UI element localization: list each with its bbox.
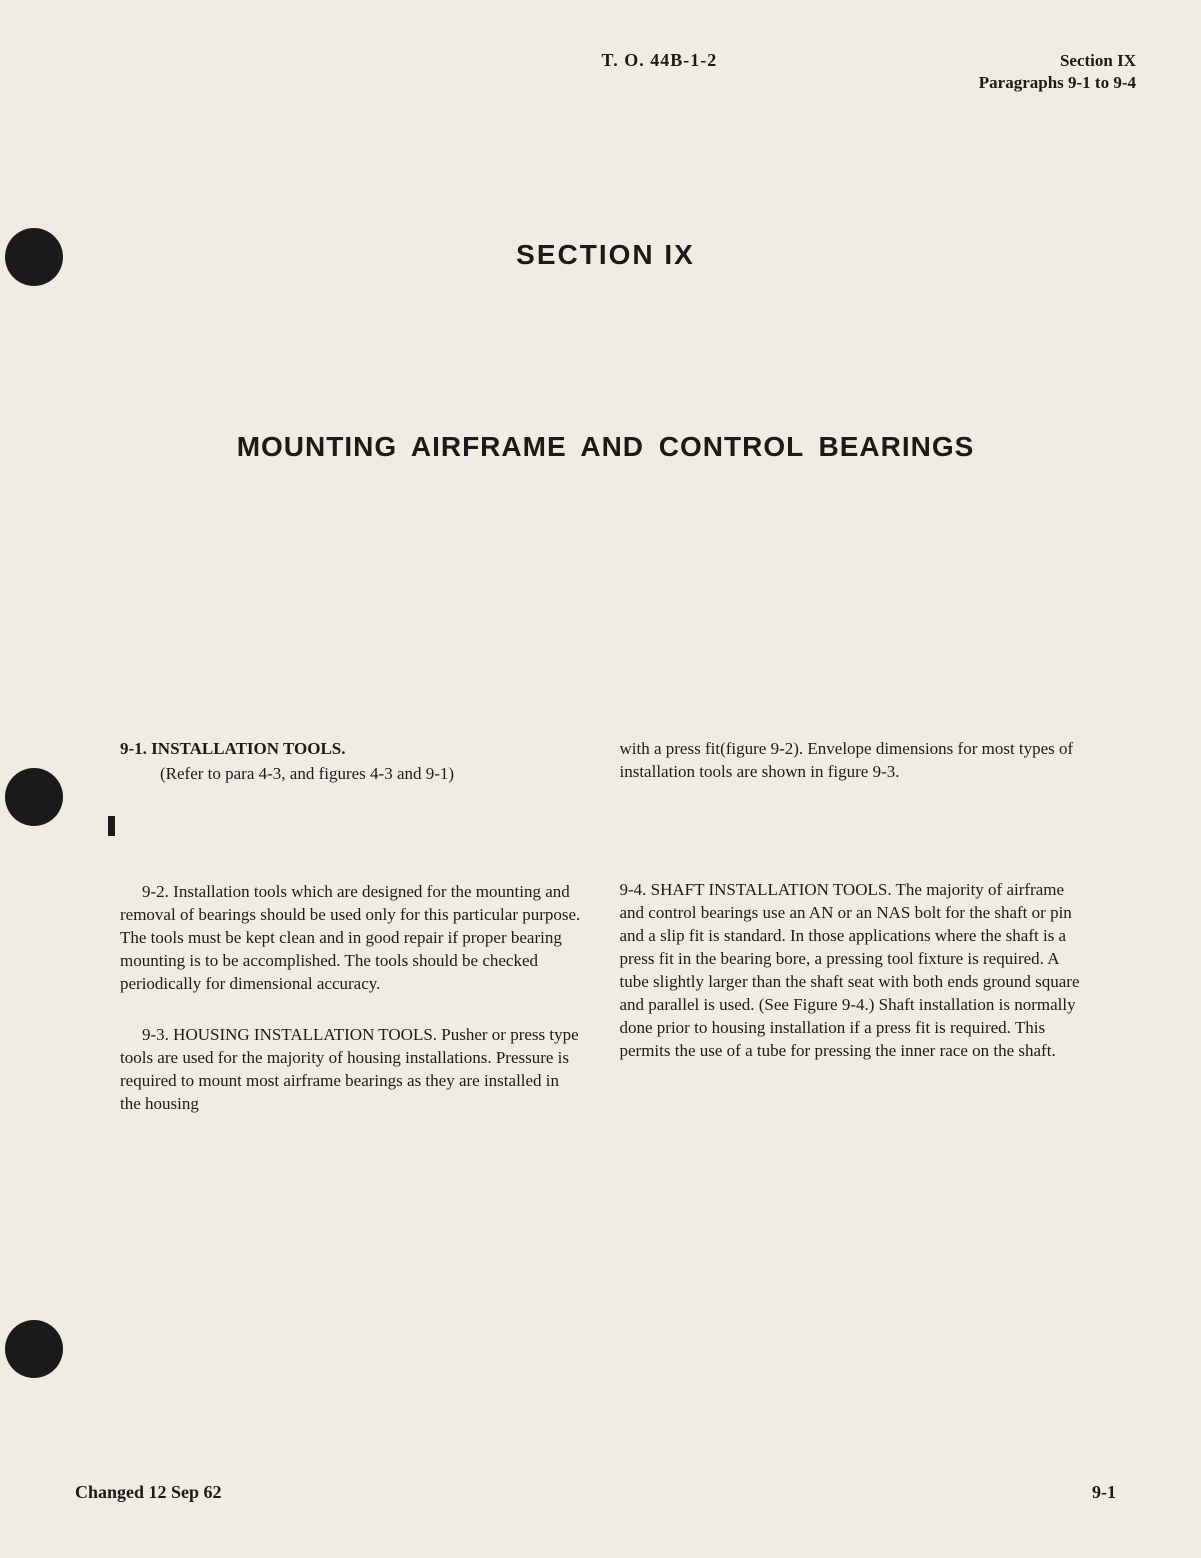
right-column: with a press fit(figure 9-2). Envelope d…	[620, 738, 1082, 1143]
paragraph-9-4: 9-4. SHAFT INSTALLATION TOOLS. The major…	[620, 879, 1082, 1063]
footer-change-date: Changed 12 Sep 62	[75, 1482, 222, 1503]
punch-hole-top	[5, 228, 63, 286]
left-column: 9-1. INSTALLATION TOOLS. (Refer to para …	[120, 738, 582, 1143]
section-number-heading: SECTION IX	[75, 239, 1136, 271]
document-page: T. O. 44B-1-2 Section IX Paragraphs 9-1 …	[0, 0, 1201, 1558]
para-9-1-reference: (Refer to para 4-3, and figures 4-3 and …	[120, 763, 582, 786]
change-bar	[108, 816, 115, 836]
header-section-line: Section IX	[979, 50, 1136, 72]
content-columns: 9-1. INSTALLATION TOOLS. (Refer to para …	[75, 738, 1136, 1143]
paragraph-9-1-heading: 9-1. INSTALLATION TOOLS.	[120, 738, 582, 761]
paragraph-9-3: 9-3. HOUSING INSTALLATION TOOLS. Pusher …	[120, 1024, 582, 1116]
punch-hole-middle	[5, 768, 63, 826]
paragraph-9-2: 9-2. Installation tools which are design…	[120, 881, 582, 996]
punch-hole-bottom	[5, 1320, 63, 1378]
para-9-1-number: 9-1.	[120, 739, 147, 758]
page-header: T. O. 44B-1-2 Section IX Paragraphs 9-1 …	[75, 50, 1136, 94]
page-footer: Changed 12 Sep 62 9-1	[75, 1482, 1116, 1503]
header-document-id: T. O. 44B-1-2	[75, 50, 979, 71]
paragraph-9-3-continuation: with a press fit(figure 9-2). Envelope d…	[620, 738, 1082, 784]
header-paragraphs-line: Paragraphs 9-1 to 9-4	[979, 72, 1136, 94]
section-title: MOUNTING AIRFRAME AND CONTROL BEARINGS	[75, 431, 1136, 463]
header-section-info: Section IX Paragraphs 9-1 to 9-4	[979, 50, 1136, 94]
para-9-1-title: INSTALLATION TOOLS.	[151, 739, 345, 758]
footer-page-number: 9-1	[1092, 1482, 1116, 1503]
